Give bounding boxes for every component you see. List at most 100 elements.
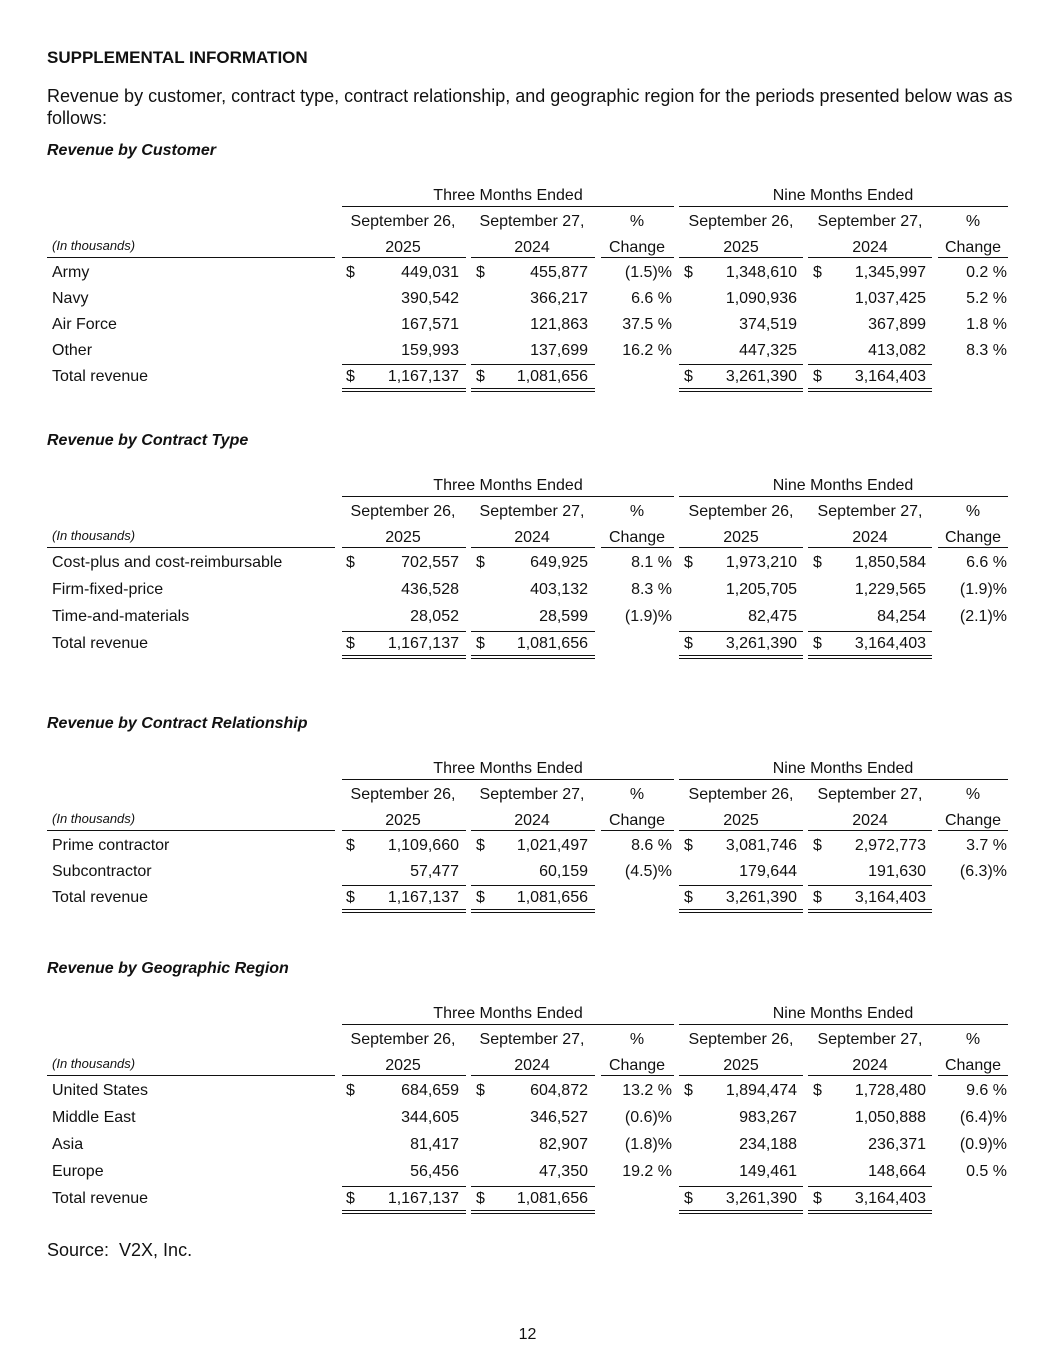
cell: 236,371 — [868, 1136, 926, 1153]
column-header: 2025 — [385, 239, 421, 256]
rule — [679, 391, 803, 392]
cell: $ — [684, 837, 693, 854]
rule — [679, 631, 803, 632]
cell: 8.6 % — [631, 837, 672, 854]
column-header: 2024 — [852, 529, 888, 546]
cell: 1,728,480 — [854, 1082, 926, 1099]
row-label: Asia — [52, 1136, 84, 1153]
column-header: % — [629, 213, 645, 230]
group-header: Three Months Ended — [433, 760, 583, 777]
source: Source: V2X, Inc. — [47, 1240, 193, 1260]
rule — [808, 912, 932, 913]
cell: $ — [346, 837, 355, 854]
cell: 3.7 % — [966, 837, 1007, 854]
cell: 3,261,390 — [725, 889, 797, 906]
unit-label: (In thousands) — [52, 1056, 136, 1071]
cell: $ — [813, 889, 822, 906]
group-header: Three Months Ended — [433, 477, 583, 494]
cell: 367,899 — [868, 316, 926, 333]
cell: 447,325 — [739, 342, 797, 359]
cell: $ — [476, 635, 485, 652]
column-header: % — [629, 1031, 645, 1048]
column-header: September 26, — [350, 213, 456, 230]
cell: 455,877 — [530, 264, 588, 281]
rule — [342, 631, 466, 632]
column-header: September 27, — [817, 213, 923, 230]
cell: (1.9)% — [959, 581, 1007, 598]
column-header: September 26, — [688, 786, 794, 803]
cell: (1.9)% — [624, 608, 672, 625]
cell: 8.3 % — [966, 342, 1007, 359]
cell: $ — [813, 264, 822, 281]
rule — [471, 1213, 595, 1214]
column-header: 2025 — [723, 1057, 759, 1074]
cell: $ — [684, 368, 693, 385]
cell: 344,605 — [401, 1109, 459, 1126]
cell: (6.3)% — [959, 863, 1007, 880]
cell: $ — [684, 554, 693, 571]
column-header: 2024 — [852, 812, 888, 829]
row-label: Cost-plus and cost-reimbursable — [52, 554, 283, 571]
rule — [808, 1213, 932, 1214]
column-header: September 27, — [817, 1031, 923, 1048]
row-label: Europe — [52, 1163, 104, 1180]
cell: 137,699 — [530, 342, 588, 359]
rule — [679, 912, 803, 913]
cell: $ — [476, 368, 485, 385]
cell: 374,519 — [739, 316, 797, 333]
cell: 1,167,137 — [387, 1190, 459, 1207]
rule — [47, 547, 335, 548]
cell: 167,571 — [401, 316, 459, 333]
cell: 1,109,660 — [387, 837, 459, 854]
cell: 57,477 — [410, 863, 459, 880]
rule — [679, 885, 803, 886]
cell: 702,557 — [401, 554, 459, 571]
cell: 8.3 % — [631, 581, 672, 598]
rule — [471, 364, 595, 365]
cell: 3,081,746 — [725, 837, 797, 854]
cell: 28,599 — [539, 608, 588, 625]
cell: 1,021,497 — [516, 837, 588, 854]
cell: 82,475 — [748, 608, 797, 625]
cell: 346,527 — [530, 1109, 588, 1126]
cell: 1,167,137 — [387, 889, 459, 906]
rule — [471, 1075, 595, 1076]
row-label: Subcontractor — [52, 863, 152, 880]
cell: $ — [813, 635, 822, 652]
row-label: Air Force — [52, 316, 117, 333]
cell: $ — [813, 837, 822, 854]
cell: 1,081,656 — [516, 1190, 588, 1207]
cell: 413,082 — [868, 342, 926, 359]
rule — [601, 830, 674, 831]
rule — [47, 1075, 335, 1076]
rule — [47, 830, 335, 831]
group-header: Three Months Ended — [433, 1005, 583, 1022]
rule — [601, 257, 674, 258]
cell: 0.5 % — [966, 1163, 1007, 1180]
cell: 1,348,610 — [725, 264, 797, 281]
rule — [679, 909, 803, 910]
column-header: % — [965, 1031, 981, 1048]
cell: 449,031 — [401, 264, 459, 281]
rule — [471, 658, 595, 659]
column-header: September 27, — [479, 503, 585, 520]
column-header: September 26, — [350, 1031, 456, 1048]
rule — [679, 658, 803, 659]
cell: 1,081,656 — [516, 635, 588, 652]
cell: 16.2 % — [622, 342, 672, 359]
rule — [342, 547, 466, 548]
cell: 6.6 % — [966, 554, 1007, 571]
rule — [679, 496, 1008, 497]
row-label: United States — [52, 1082, 149, 1099]
cell: 1,205,705 — [725, 581, 797, 598]
cell: 1,037,425 — [854, 290, 926, 307]
rule — [679, 364, 803, 365]
column-header: % — [629, 503, 645, 520]
cell: 121,863 — [530, 316, 588, 333]
rule — [471, 547, 595, 548]
rule — [342, 909, 466, 910]
column-header: September 26, — [350, 503, 456, 520]
cell: $ — [684, 1082, 693, 1099]
